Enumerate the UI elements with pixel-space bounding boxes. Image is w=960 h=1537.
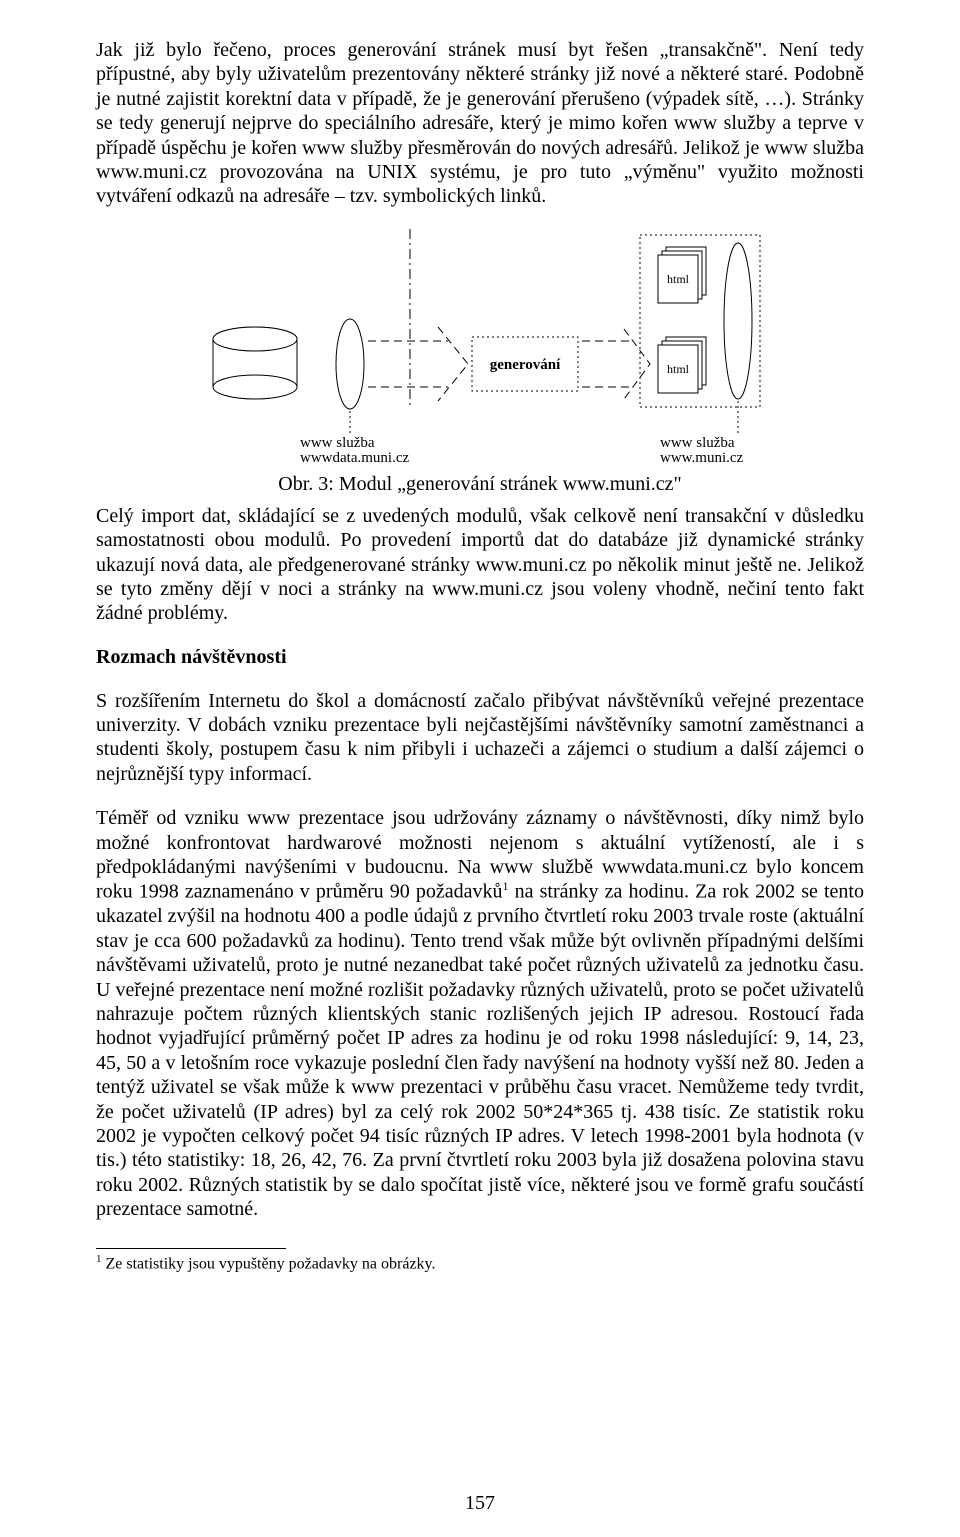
section-heading: Rozmach návštěvnosti xyxy=(96,646,864,669)
right-service-l1: www služba xyxy=(660,435,735,451)
paragraph-3: S rozšířením Internetu do škol a domácno… xyxy=(96,689,864,787)
left-service-l2: wwwdata.muni.cz xyxy=(300,450,409,466)
gen-label: generování xyxy=(490,357,561,373)
paragraph-2: Celý import dat, skládající se z uvedený… xyxy=(96,504,864,626)
page-number: 157 xyxy=(0,1492,960,1515)
figure-svg: generování html html xyxy=(180,229,780,469)
footnote-text: Ze statistiky jsou vypuštěny požadavky n… xyxy=(102,1255,436,1272)
html-top-label: html xyxy=(667,272,690,286)
figure-caption: Obr. 3: Modul „generování stránek www.mu… xyxy=(278,473,681,496)
paragraph-4: Téměř od vzniku www prezentace jsou udrž… xyxy=(96,806,864,1221)
page: Jak již bylo řečeno, proces generování s… xyxy=(0,0,960,1537)
paragraph-4-b: na stránky za hodinu. Za rok 2002 se ten… xyxy=(96,881,864,1220)
left-service-l1: www služba xyxy=(300,435,375,451)
footnote-rule xyxy=(96,1248,286,1249)
figure-3: generování html html xyxy=(96,229,864,496)
right-service-l2: www.muni.cz xyxy=(660,450,744,466)
html-stack-label: html xyxy=(667,362,690,376)
footnote-1: 1 Ze statistiky jsou vypuštěny požadavky… xyxy=(96,1253,864,1274)
paragraph-1: Jak již bylo řečeno, proces generování s… xyxy=(96,38,864,209)
